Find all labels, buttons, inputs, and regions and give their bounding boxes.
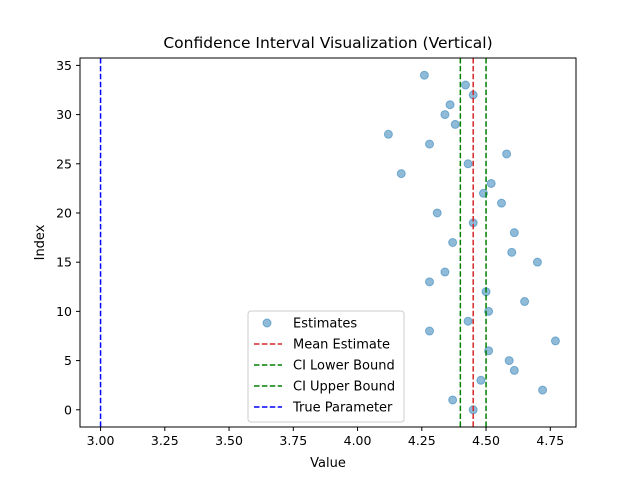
estimate-point (440, 267, 450, 277)
estimate-point (507, 247, 517, 257)
x-tick-label: 4.50 (472, 433, 500, 448)
estimate-point (509, 228, 519, 238)
estimate-point (383, 129, 393, 139)
x-tick-label: 4.75 (536, 433, 564, 448)
estimate-point (432, 208, 442, 218)
estimate-point (463, 159, 473, 169)
x-tick-label: 4.25 (408, 433, 436, 448)
legend-box (247, 310, 405, 423)
estimate-point (550, 336, 560, 346)
estimate-point (448, 395, 458, 405)
legend-label: CI Upper Bound (293, 380, 395, 395)
estimate-point (509, 365, 519, 375)
y-tick-label: 25 (56, 156, 72, 171)
estimate-point (476, 375, 486, 385)
estimate-point (496, 198, 506, 208)
estimate-point (486, 178, 496, 188)
y-tick-label: 35 (56, 58, 72, 73)
estimate-point (504, 356, 514, 366)
legend-label: Mean Estimate (293, 338, 390, 353)
x-tick-label: 3.50 (215, 433, 243, 448)
estimate-point (425, 139, 435, 149)
estimate-point (448, 238, 458, 247)
y-tick-label: 15 (56, 255, 72, 270)
legend-label: Estimates (293, 317, 357, 332)
x-tick-label: 3.25 (151, 433, 179, 448)
estimate-point (463, 316, 473, 326)
y-tick-label: 10 (56, 304, 72, 319)
y-tick-label: 5 (64, 353, 72, 368)
legend-label: True Parameter (292, 401, 393, 416)
estimate-point (419, 70, 429, 80)
y-tick-label: 20 (56, 205, 72, 220)
estimate-point (502, 149, 512, 159)
legend-marker (262, 318, 272, 328)
y-tick-label: 0 (64, 402, 72, 417)
estimate-point (450, 119, 460, 129)
estimate-point (460, 80, 470, 90)
estimate-point (538, 385, 548, 395)
plot-area-frame (79, 57, 577, 428)
legend-label: CI Lower Bound (293, 359, 395, 374)
legend: Estimates Mean Estimate CI Lower Bound CI U… (247, 310, 405, 423)
x-tick-label: 3.00 (87, 433, 115, 448)
estimate-point (425, 277, 435, 287)
estimate-point (425, 326, 435, 336)
y-axis-label: Index (33, 224, 48, 260)
y-tick-label: 30 (56, 107, 72, 122)
chart-title: Confidence Interval Visualization (Verti… (163, 34, 492, 52)
x-tick-label: 3.75 (279, 433, 307, 448)
estimate-point (445, 100, 455, 110)
estimate-point (520, 297, 530, 307)
estimate-point (440, 110, 450, 120)
x-tick-label: 4.00 (344, 433, 372, 448)
x-axis-label: Value (310, 456, 346, 471)
estimate-point (532, 257, 542, 267)
estimate-point (396, 169, 406, 179)
